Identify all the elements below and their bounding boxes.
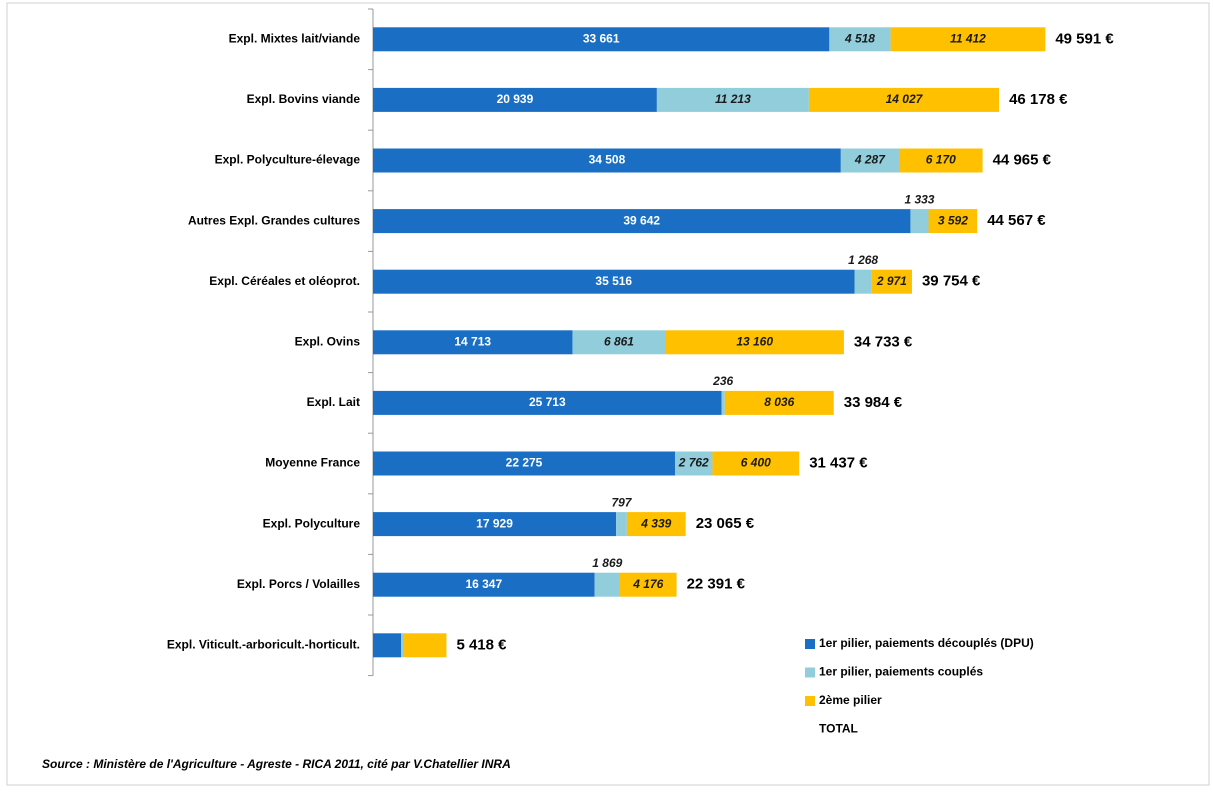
category-label: Expl. Polyculture (263, 516, 361, 530)
bar-segment (656, 87, 809, 112)
category-label: Expl. Céréales et oléoprot. (209, 274, 360, 288)
data-label: 4 339 (640, 516, 671, 530)
bar-segment (871, 269, 912, 294)
total-label: 33 984 € (844, 394, 903, 411)
data-label: 8 036 (764, 395, 794, 409)
data-label: 20 939 (497, 92, 534, 106)
data-label: 22 275 (506, 456, 543, 470)
bar-segment (910, 209, 929, 234)
category-label: Expl. Lait (307, 395, 360, 409)
data-label: 2 762 (678, 456, 709, 470)
data-label: 11 213 (715, 92, 751, 106)
bar-segment (854, 269, 872, 294)
bar-segment (898, 148, 983, 173)
bar-segment (373, 390, 722, 415)
bar-segment (373, 27, 830, 52)
category-label: Expl. Bovins viande (247, 92, 361, 106)
total-label: 5 418 € (456, 636, 507, 653)
data-label: 1 333 (904, 192, 934, 206)
data-label: 6 170 (926, 153, 956, 167)
bar-segment (373, 572, 595, 597)
data-label: 1 268 (848, 253, 878, 267)
data-label: 3 592 (938, 213, 968, 227)
bar-segment (373, 87, 657, 112)
bar-segment (829, 27, 891, 52)
data-label: 16 347 (465, 577, 502, 591)
data-label: 2 971 (876, 274, 907, 288)
data-label: 25 713 (529, 395, 566, 409)
category-label: Expl. Polyculture-élevage (215, 153, 361, 167)
bar-segment (724, 390, 834, 415)
data-label: 35 516 (595, 274, 632, 288)
bar-segment (928, 209, 978, 234)
total-label: 22 391 € (687, 576, 746, 593)
data-label: 6 861 (604, 334, 634, 348)
data-label: 797 (611, 495, 632, 509)
data-label: 4 176 (632, 577, 663, 591)
category-label: Expl. Porcs / Volailles (237, 577, 360, 591)
bar-segment (572, 330, 666, 355)
category-label: Expl. Ovins (295, 334, 361, 348)
bar-segment (373, 451, 675, 476)
data-label: 236 (712, 374, 733, 388)
data-label: 14 713 (454, 334, 491, 348)
category-label: Moyenne France (265, 456, 360, 470)
total-label: 23 065 € (696, 515, 755, 532)
bar-segment (619, 572, 677, 597)
legend-swatch (805, 696, 815, 706)
bar-segment (712, 451, 800, 476)
bar-segment (840, 148, 899, 173)
data-label: 6 400 (741, 456, 771, 470)
bar-segment (373, 209, 911, 234)
total-label: 44 567 € (987, 212, 1046, 229)
total-label: 34 733 € (854, 333, 913, 350)
legend-label: 2ème pilier (819, 693, 882, 707)
total-label: 39 754 € (922, 273, 981, 290)
bar-segment (616, 512, 627, 537)
data-label: 39 642 (623, 213, 660, 227)
legend-swatch (805, 639, 815, 649)
bar-segment (721, 390, 725, 415)
data-label: 17 929 (476, 516, 513, 530)
total-label: 31 437 € (809, 454, 868, 471)
category-label: Expl. Viticult.-arboricult.-horticult. (167, 637, 360, 651)
bar-segment (373, 269, 855, 294)
bar-segment (674, 451, 713, 476)
bar-segment (665, 330, 844, 355)
bar-segment (594, 572, 620, 597)
total-label: 44 965 € (993, 151, 1052, 168)
data-label: 4 287 (854, 153, 886, 167)
legend-label: TOTAL (819, 722, 858, 736)
bar-segment (401, 633, 405, 658)
total-label: 46 178 € (1009, 91, 1068, 108)
bar-segment (626, 512, 686, 537)
chart-frame (6, 2, 1210, 786)
bar-segment (373, 330, 573, 355)
data-label: 4 518 (844, 31, 875, 45)
legend-label: 1er pilier, paiements découplés (DPU) (819, 636, 1034, 650)
data-label: 11 412 (950, 31, 986, 45)
source: Source : Ministère de l'Agriculture - Ag… (42, 757, 511, 771)
legend-label: 1er pilier, paiements couplés (819, 665, 983, 679)
data-label: 1 869 (592, 556, 622, 570)
total-label: 49 591 € (1055, 30, 1114, 47)
bar-segment (808, 87, 1000, 112)
category-label: Autres Expl. Grandes cultures (188, 213, 360, 227)
data-label: 33 661 (583, 31, 620, 45)
category-label: Expl. Mixtes lait/viande (229, 31, 361, 45)
bar-segment (373, 512, 617, 537)
data-label: 13 160 (736, 334, 773, 348)
bar-segment (373, 148, 841, 173)
legend-swatch (805, 667, 815, 678)
data-label: 14 027 (886, 92, 924, 106)
bar-segment (373, 633, 402, 658)
bar-segment (404, 633, 447, 658)
data-label: 34 508 (589, 153, 626, 167)
bar-segment (890, 27, 1046, 52)
